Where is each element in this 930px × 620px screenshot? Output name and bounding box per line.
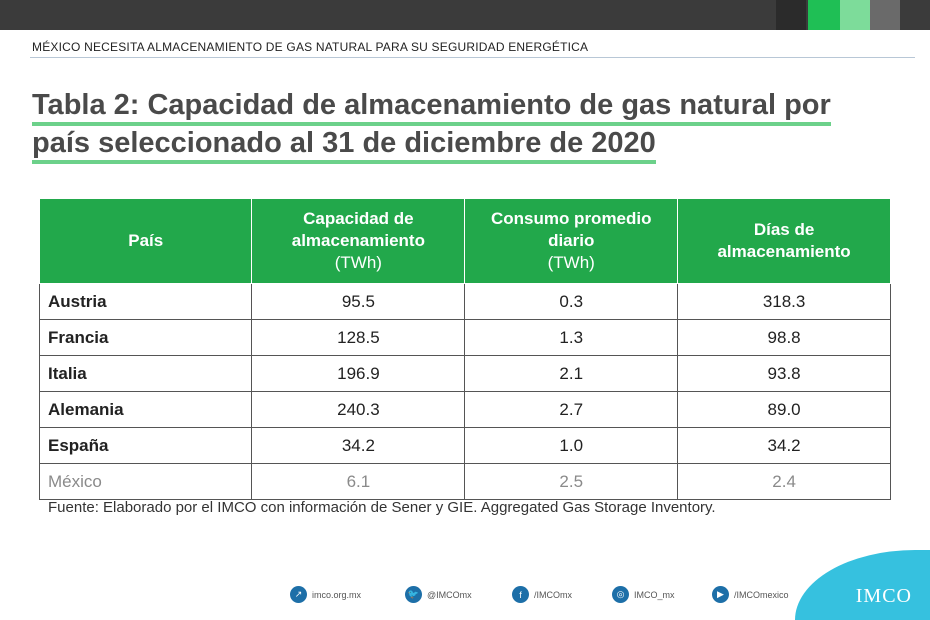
topbar-block-gray	[870, 0, 900, 30]
cell-capacity: 196.9	[251, 355, 466, 392]
cell-consumption: 1.3	[464, 319, 679, 356]
column-header-consumption: Consumo promedio diario (TWh)	[464, 198, 679, 284]
youtube-icon: ▶	[712, 586, 729, 603]
footer-website[interactable]: ↗ imco.org.mx	[290, 586, 361, 603]
table-row: Francia 128.5 1.3 98.8	[38, 319, 891, 356]
cell-consumption: 2.7	[464, 391, 679, 428]
cell-days: 98.8	[677, 319, 891, 356]
cell-consumption: 2.1	[464, 355, 679, 392]
table-title: Tabla 2: Capacidad de almacenamiento de …	[32, 86, 912, 164]
table-row: Austria 95.5 0.3 318.3	[38, 283, 891, 320]
topbar-block-lightgreen	[840, 0, 870, 30]
cell-country: Italia	[38, 355, 253, 392]
column-header-country: País	[38, 198, 253, 284]
cell-consumption: 0.3	[464, 283, 679, 320]
cell-days: 2.4	[677, 463, 891, 500]
table-header-row: País Capacidad de almacenamiento (TWh) C…	[38, 198, 891, 284]
cell-country: Francia	[38, 319, 253, 356]
cell-capacity: 95.5	[251, 283, 466, 320]
twitter-icon: 🐦	[405, 586, 422, 603]
cell-days: 318.3	[677, 283, 891, 320]
footer: ↗ imco.org.mx 🐦 @IMCOmx f /IMCOmx ◎ IMCO…	[0, 586, 930, 612]
cell-country: España	[38, 427, 253, 464]
source-note: Fuente: Elaborado por el IMCO con inform…	[48, 499, 716, 516]
table-row: México 6.1 2.5 2.4	[38, 463, 891, 500]
table-row: España 34.2 1.0 34.2	[38, 427, 891, 464]
footer-twitter[interactable]: 🐦 @IMCOmx	[405, 586, 472, 603]
cell-capacity: 6.1	[251, 463, 466, 500]
column-header-days: Días de almacenamiento	[677, 198, 891, 284]
cell-days: 34.2	[677, 427, 891, 464]
facebook-icon: f	[512, 586, 529, 603]
cell-capacity: 128.5	[251, 319, 466, 356]
cell-days: 93.8	[677, 355, 891, 392]
link-icon: ↗	[290, 586, 307, 603]
topbar-block-dark	[776, 0, 806, 30]
top-bar	[0, 0, 930, 30]
table-row: Italia 196.9 2.1 93.8	[38, 355, 891, 392]
storage-table: País Capacidad de almacenamiento (TWh) C…	[38, 198, 891, 500]
cell-consumption: 2.5	[464, 463, 679, 500]
header-divider	[30, 57, 915, 58]
cell-capacity: 34.2	[251, 427, 466, 464]
footer-youtube[interactable]: ▶ /IMCOmexico	[712, 586, 789, 603]
footer-facebook[interactable]: f /IMCOmx	[512, 586, 572, 603]
document-header: MÉXICO NECESITA ALMACENAMIENTO DE GAS NA…	[32, 40, 589, 54]
cell-country: Austria	[38, 283, 253, 320]
title-line-1: Tabla 2: Capacidad de almacenamiento de …	[32, 89, 831, 126]
cell-days: 89.0	[677, 391, 891, 428]
imco-logo: IMCO	[855, 585, 912, 607]
table-row: Alemania 240.3 2.7 89.0	[38, 391, 891, 428]
title-line-2: país seleccionado al 31 de diciembre de …	[32, 127, 656, 164]
cell-country: Alemania	[38, 391, 253, 428]
cell-capacity: 240.3	[251, 391, 466, 428]
topbar-block-green	[808, 0, 840, 30]
column-header-capacity: Capacidad de almacenamiento (TWh)	[251, 198, 466, 284]
instagram-icon: ◎	[612, 586, 629, 603]
footer-instagram[interactable]: ◎ IMCO_mx	[612, 586, 675, 603]
cell-country: México	[38, 463, 253, 500]
cell-consumption: 1.0	[464, 427, 679, 464]
